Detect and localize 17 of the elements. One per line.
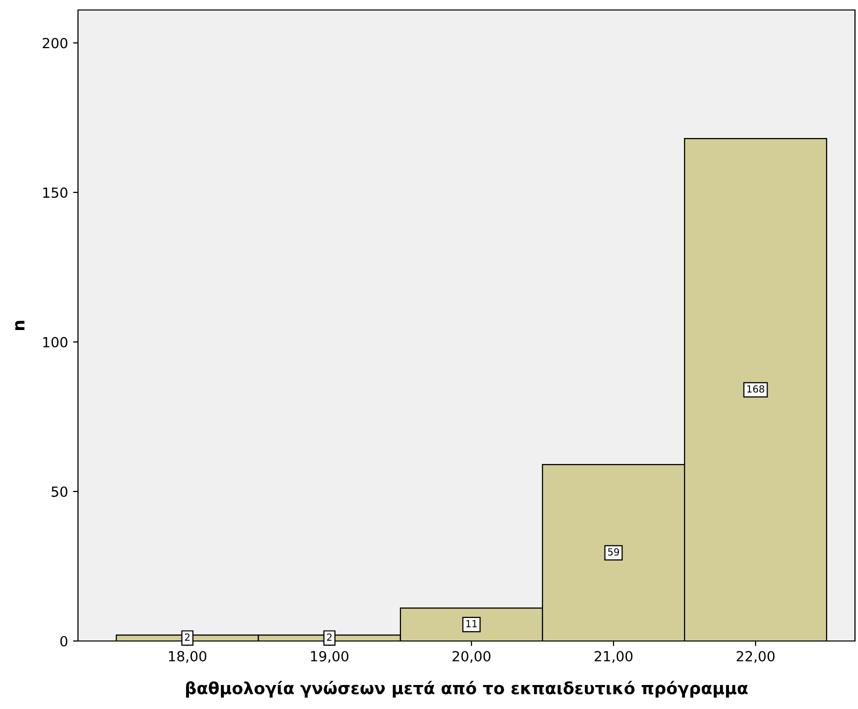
data-label: 11 xyxy=(466,620,477,628)
data-label: 2 xyxy=(327,633,332,641)
data-label: 59 xyxy=(608,548,620,556)
y-axis-title: n xyxy=(15,320,24,330)
x-tick-label: 18,00 xyxy=(169,650,206,663)
data-label: 168 xyxy=(747,385,764,393)
x-axis-title: βαθμολογία γνώσεων μετά από το εκπαιδευτικό πρόγραμμα xyxy=(186,680,748,698)
y-tick-label: 100 xyxy=(43,336,68,348)
x-tick-label: 21,00 xyxy=(594,650,632,663)
y-tick-label: 150 xyxy=(43,187,68,198)
x-tick-label: 20,00 xyxy=(452,650,490,663)
x-tick-label: 19,00 xyxy=(311,650,348,663)
y-tick-label: 50 xyxy=(52,486,68,497)
x-tick-label: 22,00 xyxy=(736,650,775,663)
data-label: 2 xyxy=(184,633,190,641)
y-tick-label: 200 xyxy=(42,38,68,48)
y-tick-label: 0 xyxy=(60,636,68,646)
